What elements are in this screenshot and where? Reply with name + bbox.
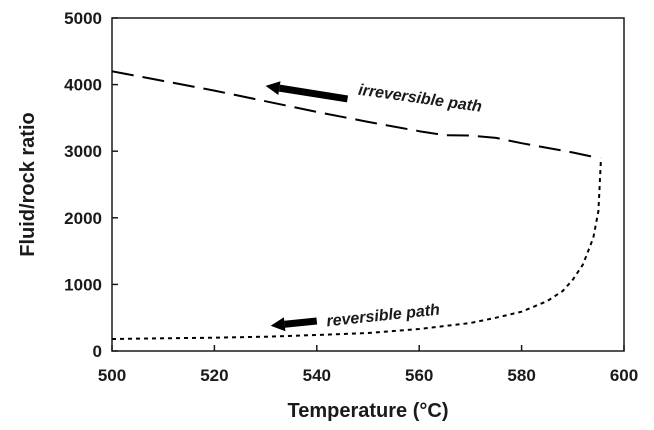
x-tick-label: 500 [98, 366, 126, 385]
y-tick-label: 3000 [64, 142, 102, 161]
x-tick-label: 560 [405, 366, 433, 385]
axis-ticks: 500 520 540 560 580 600 0 1000 2000 3000 4000 5000 [64, 9, 638, 385]
y-tick-label: 1000 [64, 275, 102, 294]
annotation-label: irreversible path [357, 82, 483, 116]
plot-area [111, 17, 625, 352]
annotation-arrow-head [270, 317, 286, 332]
y-tick-label: 2000 [64, 209, 102, 228]
series-group [111, 70, 602, 340]
x-tick-label: 520 [200, 366, 228, 385]
series-line-dotted [111, 157, 602, 340]
y-tick-label: 0 [93, 342, 102, 361]
x-tick-label: 580 [507, 366, 535, 385]
x-axis-label: Temperature (°C) [288, 400, 449, 422]
y-tick-label: 4000 [64, 76, 102, 95]
annotation-arrow-head [265, 81, 281, 95]
x-tick-label: 540 [303, 366, 331, 385]
annotation-arrow-shaft [278, 84, 349, 103]
annotation-label: reversible path [326, 302, 441, 331]
annotations-group: irreversible path reversible path [265, 81, 483, 332]
annotation-arrow-shaft [284, 317, 318, 328]
y-axis-label: Fluid/rock ratio [17, 112, 39, 256]
x-tick-label: 600 [610, 366, 638, 385]
y-tick-label: 5000 [64, 9, 102, 28]
series-line-dashed [111, 70, 599, 159]
plot-frame [111, 17, 625, 352]
